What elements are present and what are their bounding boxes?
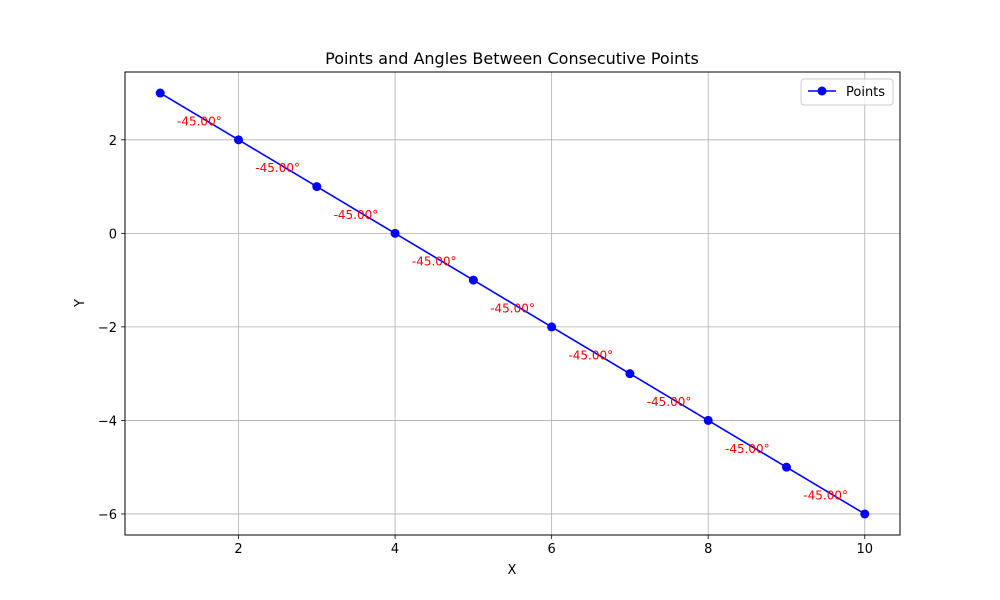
- data-point: [547, 322, 557, 332]
- data-point: [625, 369, 635, 379]
- y-axis-label: Y: [73, 299, 88, 308]
- angle-annotation: -45.00°: [177, 114, 222, 128]
- y-tick-label: −2: [98, 321, 117, 336]
- x-axis-label: X: [508, 563, 517, 578]
- y-tick-label: 2: [109, 134, 117, 149]
- angle-annotation: -45.00°: [725, 442, 770, 456]
- ticks: 2 4 6 8 10 2 0 −2 −4 −6: [98, 134, 873, 557]
- angle-annotation: -45.00°: [255, 161, 300, 175]
- angle-annotation: -45.00°: [412, 255, 457, 269]
- y-tick-label: 0: [109, 227, 117, 242]
- y-tick-label: −6: [98, 508, 117, 523]
- y-tick-label: −4: [98, 414, 117, 429]
- angle-annotation: -45.00°: [647, 395, 692, 409]
- data-point: [312, 182, 322, 192]
- x-tick-label: 2: [234, 542, 242, 557]
- angle-annotation: -45.00°: [334, 208, 379, 222]
- x-tick-label: 6: [548, 542, 556, 557]
- x-tick-label: 4: [391, 542, 399, 557]
- data-point: [468, 275, 478, 285]
- x-tick-label: 8: [704, 542, 712, 557]
- chart-title: Points and Angles Between Consecutive Po…: [325, 49, 699, 68]
- grid: [125, 72, 900, 535]
- series-line: [159, 92, 866, 515]
- legend-label: Points: [846, 85, 885, 100]
- data-point: [155, 88, 165, 98]
- x-tick-label: 10: [856, 542, 873, 557]
- angle-annotation: -45.00°: [568, 348, 613, 362]
- legend-box: [800, 78, 894, 106]
- annotations-layer: -45.00° -45.00° -45.00° -45.00° -45.00° -45.0…: [177, 114, 848, 502]
- data-point: [860, 509, 870, 519]
- data-point: [781, 462, 791, 472]
- plot-frame: [124, 71, 901, 536]
- angle-annotation: -45.00°: [490, 302, 535, 316]
- angle-annotation: -45.00°: [803, 489, 848, 503]
- data-point: [234, 135, 244, 145]
- legend-marker-swatch: [817, 86, 827, 96]
- series-layer: [155, 88, 870, 519]
- legend: Points: [800, 78, 894, 106]
- data-point: [703, 415, 713, 425]
- data-point: [390, 228, 400, 238]
